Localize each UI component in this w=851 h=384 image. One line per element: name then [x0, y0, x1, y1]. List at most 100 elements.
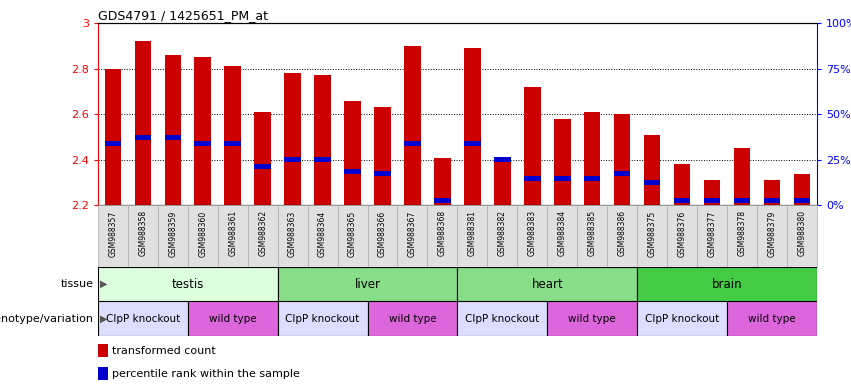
- Text: ClpP knockout: ClpP knockout: [285, 314, 360, 324]
- Text: GSM988382: GSM988382: [498, 210, 507, 257]
- Bar: [134, 41, 151, 205]
- Bar: [704, 199, 720, 204]
- FancyBboxPatch shape: [188, 205, 218, 267]
- Text: GSM988362: GSM988362: [258, 210, 267, 257]
- Bar: [494, 157, 511, 162]
- Bar: [345, 101, 361, 205]
- Bar: [584, 175, 601, 180]
- Bar: [368, 301, 458, 336]
- Text: wild type: wild type: [748, 314, 796, 324]
- Bar: [188, 301, 277, 336]
- FancyBboxPatch shape: [307, 205, 338, 267]
- Text: brain: brain: [711, 278, 742, 291]
- Bar: [524, 175, 540, 180]
- Text: wild type: wild type: [208, 314, 256, 324]
- Text: transformed count: transformed count: [112, 346, 216, 356]
- Bar: [584, 112, 601, 205]
- Bar: [254, 164, 271, 169]
- Bar: [314, 157, 331, 162]
- Bar: [524, 87, 540, 205]
- Bar: [277, 267, 457, 301]
- Bar: [134, 134, 151, 139]
- Bar: [98, 267, 277, 301]
- Bar: [794, 174, 810, 205]
- Bar: [457, 301, 547, 336]
- Bar: [195, 57, 211, 205]
- Text: GSM988366: GSM988366: [378, 210, 387, 257]
- FancyBboxPatch shape: [98, 205, 128, 267]
- Bar: [434, 199, 451, 204]
- Bar: [457, 267, 637, 301]
- Text: ClpP knockout: ClpP knockout: [465, 314, 540, 324]
- Text: GSM988378: GSM988378: [738, 210, 746, 257]
- Text: GSM988383: GSM988383: [528, 210, 537, 257]
- Text: GSM988358: GSM988358: [139, 210, 147, 257]
- Text: tissue: tissue: [60, 279, 94, 289]
- FancyBboxPatch shape: [787, 205, 817, 267]
- Text: ClpP knockout: ClpP knockout: [106, 314, 180, 324]
- Bar: [345, 169, 361, 174]
- Bar: [644, 135, 660, 205]
- Text: GSM988380: GSM988380: [797, 210, 807, 257]
- Bar: [98, 344, 108, 358]
- Bar: [764, 199, 780, 204]
- FancyBboxPatch shape: [637, 205, 667, 267]
- Bar: [98, 367, 108, 381]
- Text: GSM988384: GSM988384: [557, 210, 567, 257]
- Bar: [637, 301, 727, 336]
- Bar: [164, 134, 181, 139]
- FancyBboxPatch shape: [488, 205, 517, 267]
- Bar: [764, 180, 780, 205]
- FancyBboxPatch shape: [757, 205, 787, 267]
- Bar: [404, 46, 420, 205]
- Bar: [98, 301, 188, 336]
- Text: wild type: wild type: [568, 314, 616, 324]
- FancyBboxPatch shape: [397, 205, 427, 267]
- Text: GSM988363: GSM988363: [288, 210, 297, 257]
- FancyBboxPatch shape: [457, 205, 488, 267]
- Bar: [404, 141, 420, 146]
- FancyBboxPatch shape: [248, 205, 277, 267]
- Bar: [277, 301, 368, 336]
- Bar: [547, 301, 637, 336]
- Bar: [494, 160, 511, 205]
- Bar: [164, 55, 181, 205]
- FancyBboxPatch shape: [368, 205, 397, 267]
- Text: GSM988357: GSM988357: [108, 210, 117, 257]
- Bar: [374, 171, 391, 176]
- Text: GSM988379: GSM988379: [768, 210, 776, 257]
- Text: ClpP knockout: ClpP knockout: [645, 314, 719, 324]
- FancyBboxPatch shape: [277, 205, 307, 267]
- Bar: [254, 112, 271, 205]
- FancyBboxPatch shape: [517, 205, 547, 267]
- FancyBboxPatch shape: [338, 205, 368, 267]
- Text: GSM988381: GSM988381: [468, 210, 477, 257]
- Text: GSM988377: GSM988377: [707, 210, 717, 257]
- Bar: [374, 108, 391, 205]
- FancyBboxPatch shape: [727, 205, 757, 267]
- Text: wild type: wild type: [389, 314, 437, 324]
- Text: GSM988360: GSM988360: [198, 210, 208, 257]
- Text: GSM988364: GSM988364: [318, 210, 327, 257]
- Bar: [554, 119, 570, 205]
- FancyBboxPatch shape: [697, 205, 727, 267]
- Text: GSM988365: GSM988365: [348, 210, 357, 257]
- Text: GSM988386: GSM988386: [618, 210, 626, 257]
- Text: GSM988359: GSM988359: [168, 210, 177, 257]
- Bar: [674, 199, 690, 204]
- Bar: [674, 164, 690, 205]
- Text: GSM988375: GSM988375: [648, 210, 657, 257]
- Text: liver: liver: [355, 278, 380, 291]
- Bar: [195, 141, 211, 146]
- FancyBboxPatch shape: [128, 205, 157, 267]
- Text: GSM988367: GSM988367: [408, 210, 417, 257]
- Text: GSM988368: GSM988368: [438, 210, 447, 257]
- Bar: [464, 141, 481, 146]
- Text: GDS4791 / 1425651_PM_at: GDS4791 / 1425651_PM_at: [98, 9, 268, 22]
- Bar: [637, 267, 817, 301]
- Bar: [225, 141, 241, 146]
- Bar: [794, 199, 810, 204]
- Text: GSM988385: GSM988385: [588, 210, 597, 257]
- Text: percentile rank within the sample: percentile rank within the sample: [112, 369, 300, 379]
- Bar: [105, 69, 121, 205]
